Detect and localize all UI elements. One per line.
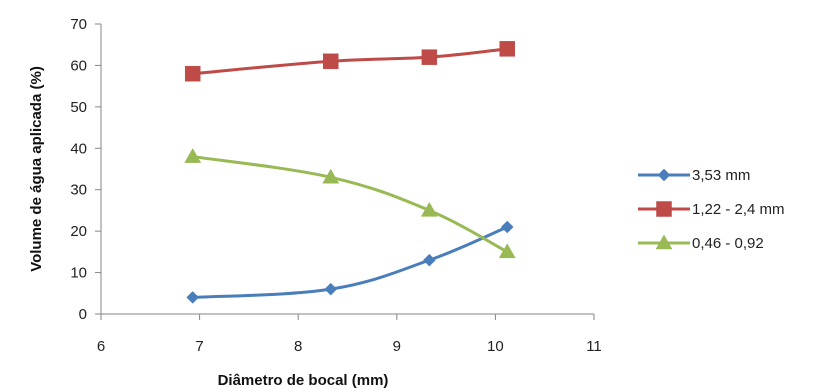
data-point-triangle	[498, 243, 516, 259]
legend-label: 0,46 - 0,92	[692, 235, 764, 252]
data-point-diamond	[324, 282, 338, 296]
x-tick-label: 8	[294, 338, 302, 355]
data-point-triangle	[184, 148, 202, 163]
data-point-diamond	[500, 220, 514, 234]
data-point-triangle	[420, 201, 438, 217]
x-tick-label: 6	[97, 338, 105, 355]
y-tick-label: 30	[70, 182, 87, 199]
series-3	[184, 148, 516, 259]
series-1	[186, 220, 514, 304]
y-tick-label: 0	[79, 306, 87, 323]
legend-label: 3,53 mm	[692, 167, 750, 184]
y-tick-label: 40	[70, 140, 87, 157]
y-tick-label: 50	[70, 99, 87, 116]
series-layer	[184, 41, 516, 304]
legend-item: 1,22 - 2,4 mm	[638, 201, 785, 218]
y-tick-label: 20	[70, 223, 87, 240]
ticks: 0 10 20 30 40 50 60 70 6 7 8 9 10 11	[70, 16, 601, 355]
y-tick-label: 60	[70, 57, 87, 74]
data-point-triangle	[322, 168, 340, 184]
y-axis-title: Volume de água aplicada (%)	[28, 66, 45, 272]
x-tick-label: 7	[195, 338, 203, 355]
legend-marker-triangle	[655, 234, 673, 250]
legend-item: 3,53 mm	[638, 167, 750, 184]
y-tick-label: 10	[70, 265, 87, 282]
x-axis-title: Diâmetro de bocal (mm)	[218, 372, 389, 389]
data-point-square	[421, 49, 438, 65]
x-tick-label: 11	[586, 338, 602, 355]
legend-marker-diamond	[657, 168, 671, 182]
axes	[100, 24, 594, 315]
data-point-diamond	[422, 253, 436, 267]
series-line	[191, 225, 509, 299]
x-tick-label: 10	[487, 338, 504, 355]
data-point-diamond	[186, 291, 200, 304]
data-point-square	[322, 53, 339, 70]
legend-marker-square	[656, 201, 672, 217]
legend: 3,53 mm 1,22 - 2,4 mm 0,46 - 0,92	[638, 167, 785, 252]
series-line	[191, 155, 509, 254]
legend-item: 0,46 - 0,92	[638, 234, 764, 252]
data-point-square	[499, 41, 515, 57]
data-point-square	[184, 65, 201, 82]
y-tick-label: 70	[70, 16, 87, 33]
series-line	[191, 47, 509, 76]
x-tick-label: 9	[393, 338, 401, 355]
legend-label: 1,22 - 2,4 mm	[692, 201, 785, 218]
series-2	[184, 41, 515, 82]
